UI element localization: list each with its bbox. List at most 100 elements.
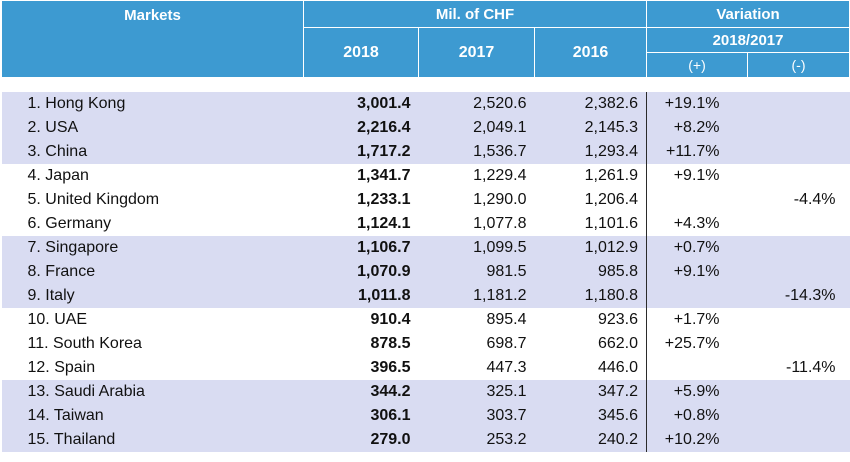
- market-cell: 14. Taiwan: [1, 404, 304, 428]
- value-2016-cell: 923.6: [534, 308, 647, 332]
- value-2018-cell: 878.5: [303, 332, 419, 356]
- value-2017-cell: 447.3: [418, 356, 535, 380]
- table-row: 11. South Korea 878.5 698.7 662.0 +25.7%: [1, 332, 850, 356]
- value-2018-cell: 1,233.1: [303, 188, 419, 212]
- value-2016-cell: 1,101.6: [534, 212, 647, 236]
- variation-plus-cell: +25.7%: [646, 332, 748, 356]
- variation-minus-cell: [747, 380, 850, 404]
- variation-plus-cell: +8.2%: [646, 116, 748, 140]
- value-2017-cell: 2,049.1: [418, 116, 535, 140]
- variation-minus-cell: -14.3%: [747, 284, 850, 308]
- minus-header: (-): [747, 52, 850, 78]
- value-2017-cell: 253.2: [418, 428, 535, 452]
- value-2018-cell: 306.1: [303, 404, 419, 428]
- variation-minus-cell: [747, 260, 850, 284]
- variation-minus-cell: -4.4%: [747, 188, 850, 212]
- variation-minus-cell: -11.4%: [747, 356, 850, 380]
- market-cell: 5. United Kingdom: [1, 188, 304, 212]
- value-2017-cell: 981.5: [418, 260, 535, 284]
- value-2016-cell: 240.2: [534, 428, 647, 452]
- year-2016-header: 2016: [533, 27, 648, 78]
- table-row: 7. Singapore 1,106.7 1,099.5 1,012.9 +0.7%: [1, 236, 850, 260]
- value-2017-cell: 1,229.4: [418, 164, 535, 188]
- variation-plus-cell: +9.1%: [646, 260, 748, 284]
- year-2018-header: 2018: [303, 27, 419, 78]
- variation-minus-cell: [747, 308, 850, 332]
- table-row: 2. USA 2,216.4 2,049.1 2,145.3 +8.2%: [1, 116, 850, 140]
- variation-minus-cell: [747, 116, 850, 140]
- table-row: 8. France 1,070.9 981.5 985.8 +9.1%: [1, 260, 850, 284]
- market-cell: 8. France: [1, 260, 304, 284]
- market-cell: 3. China: [1, 140, 304, 164]
- variation-plus-cell: +9.1%: [646, 164, 748, 188]
- value-2018-cell: 1,070.9: [303, 260, 419, 284]
- value-2017-cell: 2,520.6: [418, 92, 535, 116]
- value-2018-cell: 910.4: [303, 308, 419, 332]
- variation-plus-cell: [646, 284, 748, 308]
- table-row: 6. Germany 1,124.1 1,077.8 1,101.6 +4.3%: [1, 212, 850, 236]
- market-cell: 7. Singapore: [1, 236, 304, 260]
- value-2016-cell: 1,012.9: [534, 236, 647, 260]
- variation-plus-cell: +0.7%: [646, 236, 748, 260]
- table-row: 14. Taiwan 306.1 303.7 345.6 +0.8%: [1, 404, 850, 428]
- value-2016-cell: 345.6: [534, 404, 647, 428]
- table-row: 5. United Kingdom 1,233.1 1,290.0 1,206.4 -4…: [1, 188, 850, 212]
- mil-chf-header: Mil. of CHF: [302, 0, 648, 28]
- value-2017-cell: 1,181.2: [418, 284, 535, 308]
- variation-plus-cell: +4.3%: [646, 212, 748, 236]
- header-spacer: [1, 77, 850, 92]
- table-row: 13. Saudi Arabia 344.2 325.1 347.2 +5.9%: [1, 380, 850, 404]
- variation-minus-cell: [747, 332, 850, 356]
- variation-minus-cell: [747, 236, 850, 260]
- value-2017-cell: 1,290.0: [418, 188, 535, 212]
- market-cell: 10. UAE: [1, 308, 304, 332]
- value-2018-cell: 1,717.2: [303, 140, 419, 164]
- value-2016-cell: 2,382.6: [534, 92, 647, 116]
- variation-minus-cell: [747, 212, 850, 236]
- market-cell: 6. Germany: [1, 212, 304, 236]
- table-row: 15. Thailand 279.0 253.2 240.2 +10.2%: [1, 428, 850, 452]
- market-cell: 1. Hong Kong: [1, 92, 304, 116]
- market-cell: 2. USA: [1, 116, 304, 140]
- variation-minus-cell: [747, 404, 850, 428]
- period-header: 2018/2017: [646, 27, 850, 53]
- value-2017-cell: 698.7: [418, 332, 535, 356]
- plus-header: (+): [646, 52, 749, 78]
- exports-table: Markets Mil. of CHF Variation 2018 2017 …: [1, 0, 850, 452]
- table-header: Markets Mil. of CHF Variation 2018 2017 …: [1, 0, 850, 78]
- variation-plus-cell: +19.1%: [646, 92, 748, 116]
- value-2016-cell: 446.0: [534, 356, 647, 380]
- value-2016-cell: 985.8: [534, 260, 647, 284]
- value-2016-cell: 1,206.4: [534, 188, 647, 212]
- variation-minus-cell: [747, 428, 850, 452]
- table-row: 10. UAE 910.4 895.4 923.6 +1.7%: [1, 308, 850, 332]
- variation-plus-cell: +10.2%: [646, 428, 748, 452]
- market-cell: 4. Japan: [1, 164, 304, 188]
- value-2018-cell: 396.5: [303, 356, 419, 380]
- value-2018-cell: 344.2: [303, 380, 419, 404]
- value-2017-cell: 325.1: [418, 380, 535, 404]
- value-2016-cell: 1,180.8: [534, 284, 647, 308]
- value-2017-cell: 1,536.7: [418, 140, 535, 164]
- market-cell: 11. South Korea: [1, 332, 304, 356]
- table-row: 4. Japan 1,341.7 1,229.4 1,261.9 +9.1%: [1, 164, 850, 188]
- variation-plus-cell: +1.7%: [646, 308, 748, 332]
- value-2017-cell: 1,077.8: [418, 212, 535, 236]
- variation-minus-cell: [747, 164, 850, 188]
- variation-plus-cell: [646, 356, 748, 380]
- variation-plus-cell: +11.7%: [646, 140, 748, 164]
- markets-header: Markets: [1, 0, 304, 78]
- variation-plus-cell: +5.9%: [646, 380, 748, 404]
- table-row: 1. Hong Kong 3,001.4 2,520.6 2,382.6 +19.1%: [1, 92, 850, 116]
- variation-plus-cell: +0.8%: [646, 404, 748, 428]
- market-cell: 15. Thailand: [1, 428, 304, 452]
- value-2016-cell: 347.2: [534, 380, 647, 404]
- value-2018-cell: 1,124.1: [303, 212, 419, 236]
- market-cell: 12. Spain: [1, 356, 304, 380]
- variation-header: Variation: [646, 0, 850, 28]
- value-2016-cell: 2,145.3: [534, 116, 647, 140]
- value-2018-cell: 3,001.4: [303, 92, 419, 116]
- table-row: 12. Spain 396.5 447.3 446.0 -11.4%: [1, 356, 850, 380]
- value-2017-cell: 303.7: [418, 404, 535, 428]
- value-2016-cell: 1,293.4: [534, 140, 647, 164]
